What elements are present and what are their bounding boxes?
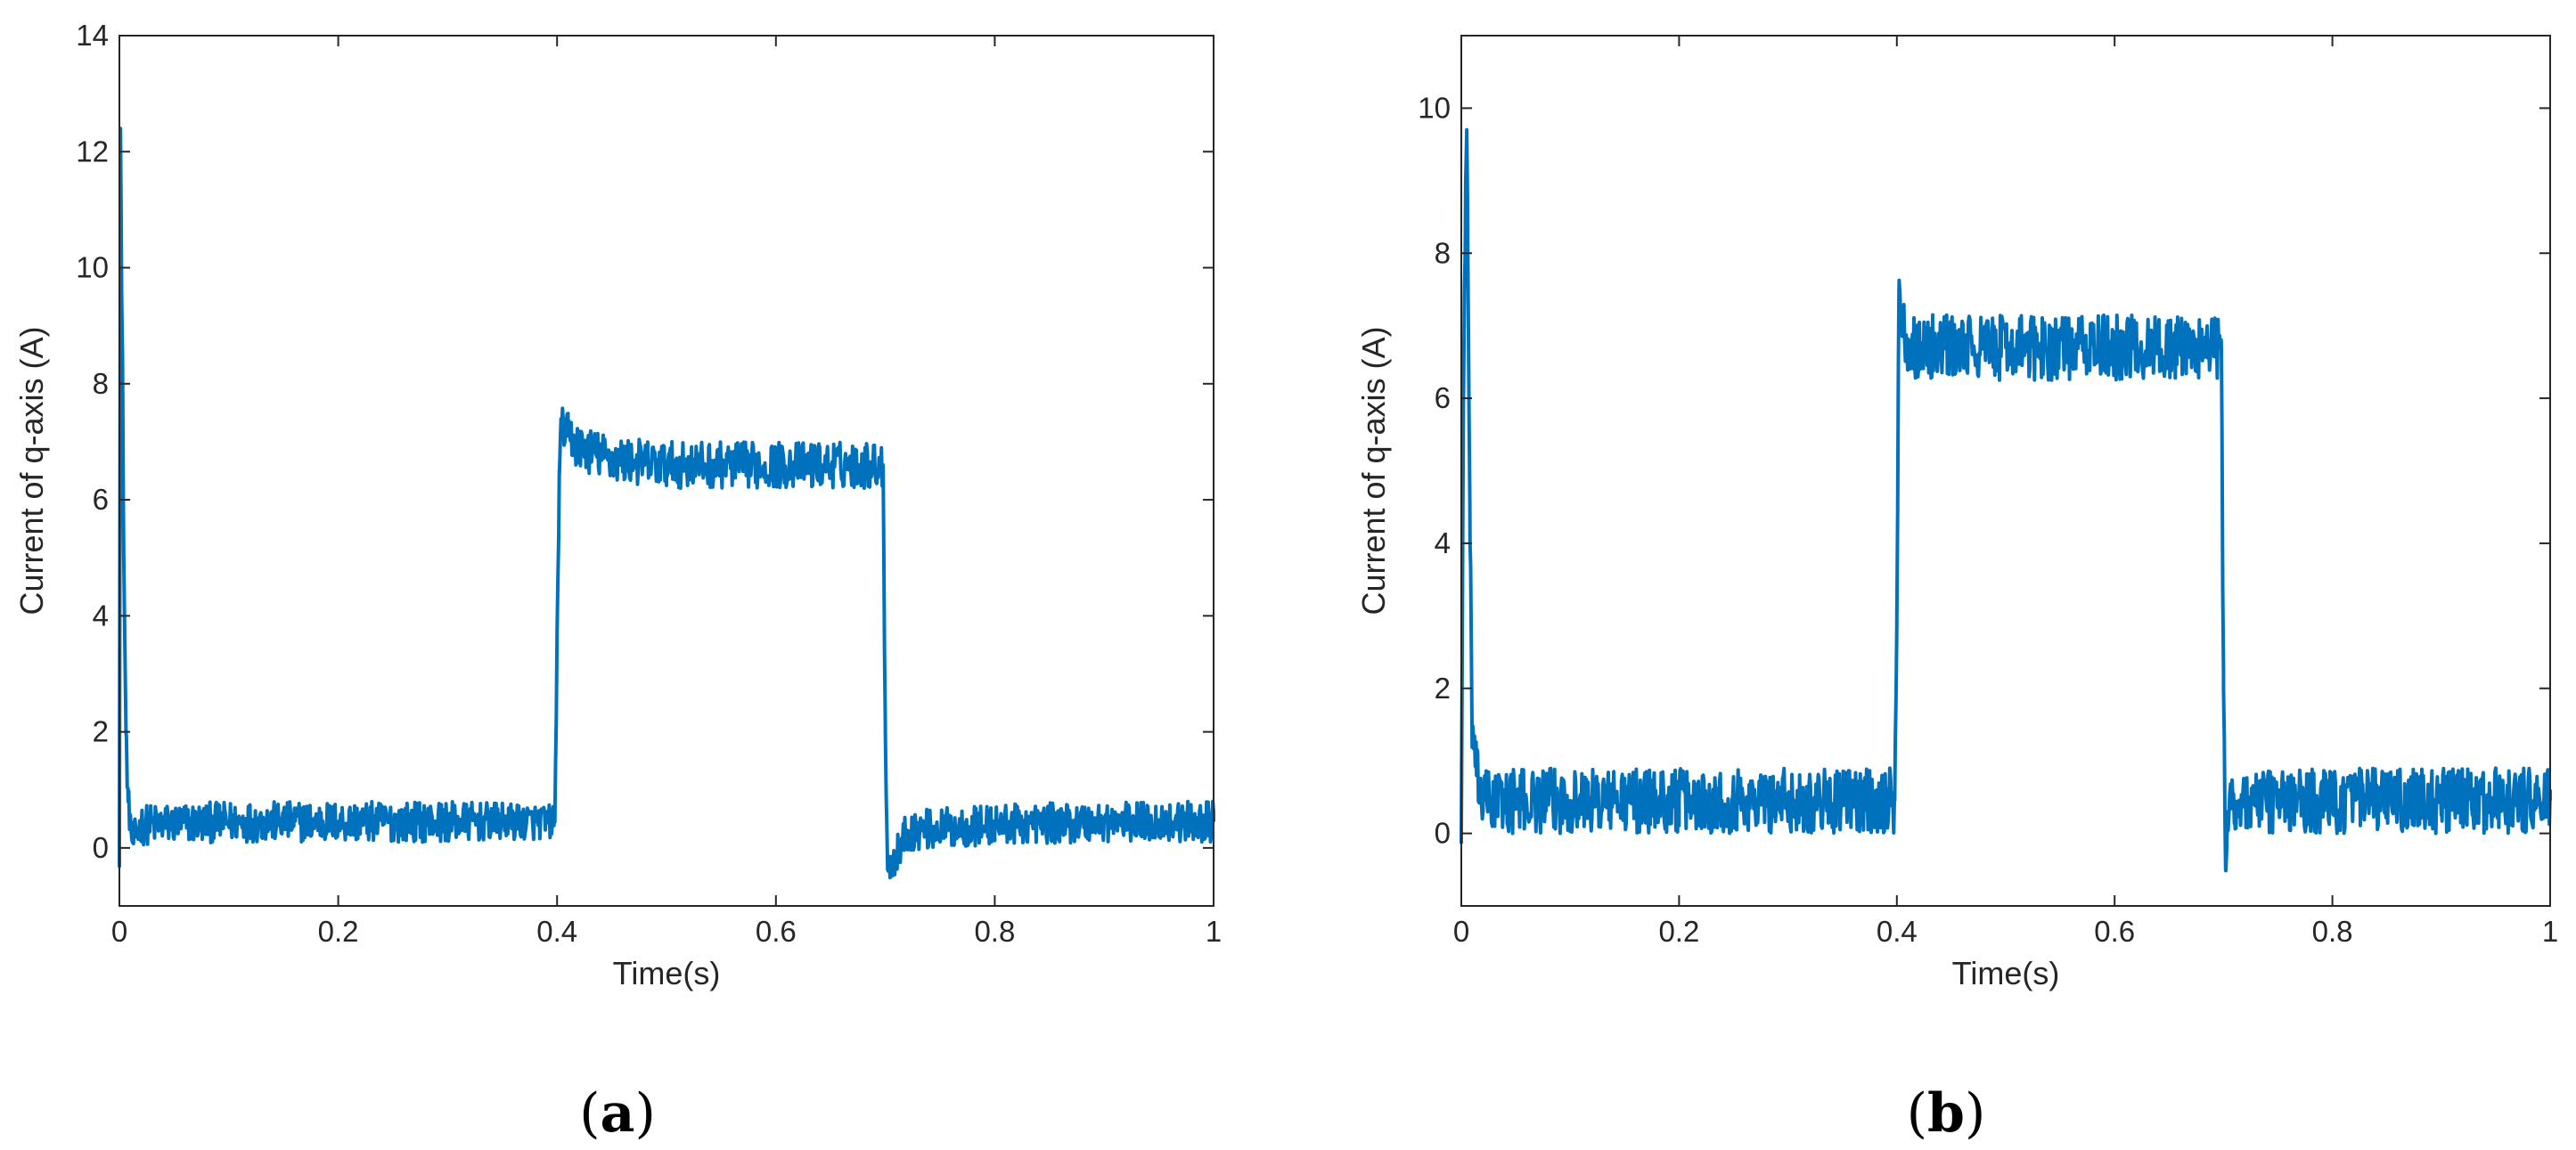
series-line [118, 126, 1215, 880]
x-tick-label: 0.6 [756, 915, 797, 948]
x-tick-label: 0.6 [2094, 915, 2135, 948]
chart-panel-a: 0 0.2 0.4 0.6 0.8 102468101214Time(s)Current … [13, 19, 1222, 991]
axes-box [119, 35, 1214, 907]
x-axis-label: Time(s) [1952, 955, 2060, 991]
series-line [1460, 127, 2552, 873]
y-tick-label: 10 [1418, 91, 1451, 124]
axes-box [1460, 35, 2551, 907]
y-tick-label: 2 [93, 715, 109, 748]
panel-label-b: (b) [1907, 1082, 1986, 1145]
x-tick-label: 0.8 [2312, 915, 2353, 948]
x-tick-label: 0.2 [1658, 915, 1699, 948]
y-tick-label: 6 [93, 483, 109, 516]
panel-label-a: (a) [579, 1082, 656, 1145]
x-tick-label: 0.2 [318, 915, 359, 948]
y-axis-label: Current of q-axis (A) [13, 326, 50, 615]
y-tick-label: 0 [1435, 817, 1451, 850]
panel-label-a-open: ( [579, 1082, 600, 1145]
y-tick-label: 8 [93, 367, 109, 400]
y-tick-label: 14 [76, 19, 109, 52]
y-tick-label: 6 [1435, 381, 1451, 414]
y-tick-label: 4 [93, 599, 109, 632]
y-tick-label: 12 [76, 135, 109, 167]
x-tick-label: 0.4 [1877, 915, 1918, 948]
y-axis-label: Current of q-axis (A) [1355, 326, 1392, 615]
x-tick-label: 0 [1453, 915, 1469, 948]
y-tick-label: 4 [1435, 526, 1451, 559]
panel-label-b-open: ( [1907, 1082, 1927, 1145]
x-tick-label: 0.4 [536, 915, 577, 948]
panel-label-a-close: ) [634, 1082, 655, 1145]
x-tick-label: 1 [2542, 915, 2558, 948]
x-axis-label: Time(s) [613, 955, 721, 991]
y-tick-label: 0 [93, 831, 109, 864]
panel-label-b-close: ) [1965, 1082, 1985, 1145]
y-tick-label: 2 [1435, 672, 1451, 705]
y-tick-label: 8 [1435, 236, 1451, 269]
panel-label-b-letter: b [1927, 1082, 1965, 1145]
x-tick-label: 1 [1206, 915, 1222, 948]
panel-label-a-letter: a [601, 1082, 635, 1145]
x-tick-label: 0.8 [974, 915, 1015, 948]
y-tick-label: 10 [76, 251, 109, 284]
x-tick-label: 0 [111, 915, 127, 948]
